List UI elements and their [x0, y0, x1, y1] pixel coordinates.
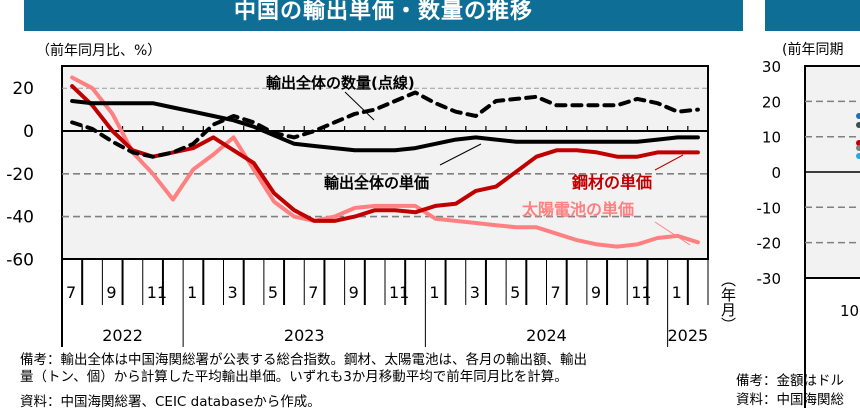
month-label: 1	[429, 283, 439, 302]
series-line	[70, 90, 700, 159]
month-label: 7	[308, 283, 318, 302]
y-tick-label: -40	[6, 208, 34, 228]
month-label: 11	[147, 283, 167, 302]
right-legend-marker	[856, 145, 860, 151]
leader-line	[654, 154, 684, 171]
month-label: 3	[470, 283, 480, 302]
left-title-banner: 中国の輸出単価・数量の推移	[24, 0, 743, 31]
right-y-tick-label: 30	[762, 58, 781, 76]
left-unit-label: （前年同月比、%）	[36, 43, 162, 59]
year-label: 2025	[667, 326, 708, 345]
month-label: 9	[591, 283, 601, 302]
month-label: 11	[631, 283, 651, 302]
right-y-tick-label: -10	[757, 199, 782, 217]
year-label: 2023	[284, 326, 325, 345]
note-line-1: 備考：輸出全体は中国海関総署が公表する総合指数。鋼材、太陽電池は、各月の輸出額、…	[20, 352, 587, 368]
annotation-unit-price: 輸出全体の単価	[324, 174, 429, 192]
leader-line	[439, 143, 482, 166]
month-label: 1	[187, 283, 197, 302]
right-y-tick-label: -20	[757, 235, 782, 253]
source-line: 資料：中国海関総署、CEIC databaseから作成。	[20, 394, 321, 410]
series-line	[70, 99, 700, 153]
leader-line	[344, 91, 375, 121]
chart-title: 中国の輸出単価・数量の推移	[233, 0, 533, 24]
note-line-2: 量（トン、個）から計算した平均輸出単価。いずれも3か月移動平均で前年同月比を計算…	[20, 369, 568, 385]
y-tick-label: -60	[6, 250, 34, 270]
month-label: 5	[268, 283, 278, 302]
month-label: 7	[66, 283, 76, 302]
right-y-tick-label: 20	[762, 93, 781, 111]
month-label: 9	[106, 283, 116, 302]
year-label: 2024	[526, 326, 567, 345]
right-legend-marker	[856, 113, 860, 119]
year-month-axis-label: （年月）	[719, 272, 737, 332]
series-line	[70, 75, 700, 249]
leader-line	[654, 221, 691, 246]
right-legend-marker	[856, 140, 860, 146]
annotation-volume: 輸出全体の数量(点線)	[266, 74, 415, 92]
annotation-steel: 鋼材の単価	[571, 173, 652, 192]
right-y-tick-label: -30	[757, 270, 782, 288]
month-label: 7	[551, 283, 561, 302]
right-y-tick-label: 10	[762, 129, 781, 147]
annotation-solar: 太陽電池の単価	[521, 200, 634, 219]
y-tick-label: 0	[23, 122, 34, 142]
right-y-tick-label: 0	[771, 164, 781, 182]
month-label: 9	[349, 283, 359, 302]
right-title-banner	[765, 0, 860, 31]
month-label: 5	[510, 283, 520, 302]
right-unit-label: (前年同期	[782, 42, 844, 58]
right-legend-marker	[856, 153, 860, 159]
y-tick-label: -20	[6, 165, 34, 185]
month-label: 1	[672, 283, 682, 302]
right-source-line: 資料：中国海関総	[736, 392, 844, 408]
plot-area	[61, 65, 709, 260]
right-legend-marker	[856, 122, 860, 128]
year-label: 2022	[102, 326, 143, 345]
y-tick-label: 20	[12, 79, 34, 99]
month-label: 11	[389, 283, 409, 302]
right-x-label: 10	[840, 302, 859, 320]
right-note-line-1: 備考：金額はドル	[736, 373, 844, 389]
month-label: 3	[228, 283, 238, 302]
